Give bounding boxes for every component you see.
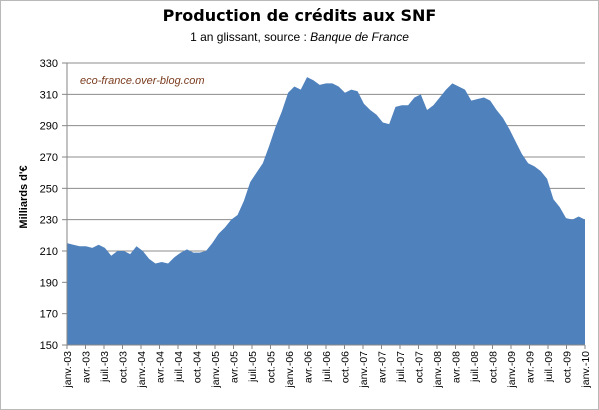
x-tick-label: janv.-10 — [580, 351, 592, 389]
x-tick-label: janv.-05 — [210, 351, 222, 389]
y-tick-label: 150 — [40, 340, 58, 352]
x-tick-label: juil.-06 — [321, 351, 333, 383]
x-tick-label: juil.-04 — [173, 351, 185, 383]
x-tick-label: oct.-08 — [488, 351, 500, 383]
x-tick-label: janv.-08 — [432, 351, 444, 389]
x-tick-label: janv.-06 — [284, 351, 296, 389]
y-tick-labels: 150 170 190 210 230 250 270 290 310 330 — [40, 58, 58, 352]
y-axis-label: Milliards d'€ — [18, 165, 30, 228]
y-tick-label: 330 — [40, 58, 58, 70]
x-tick-labels: janv.-03 avr.-03 juil.-03 oct.-03 janv.-04 av… — [62, 351, 592, 389]
x-tick-label: oct.-06 — [340, 351, 352, 383]
subtitle-source: Banque de France — [310, 30, 409, 44]
x-tick-label: avr.-05 — [229, 351, 241, 383]
axes — [62, 62, 586, 349]
chart-title: Production de crédits aux SNF — [162, 6, 437, 25]
x-tick-label: juil.-07 — [395, 351, 407, 383]
y-tick-label: 230 — [40, 215, 58, 227]
x-tick-label: janv.-07 — [358, 351, 370, 389]
chart-subtitle: 1 an glissant, source : Banque de France — [0, 30, 599, 44]
x-tick-label: juil.-09 — [543, 351, 555, 383]
x-tick-label: avr.-04 — [155, 351, 167, 383]
x-tick-label: janv.-04 — [136, 351, 148, 389]
x-tick-label: avr.-03 — [81, 351, 93, 383]
x-tick-label: avr.-09 — [525, 351, 537, 383]
x-tick-label: oct.-04 — [192, 351, 204, 383]
x-tick-label: oct.-09 — [562, 351, 574, 383]
series-area — [67, 77, 585, 345]
x-tick-label: juil.-03 — [99, 351, 111, 383]
y-tick-label: 210 — [40, 246, 58, 258]
subtitle-prefix: 1 an glissant, source : — [190, 30, 311, 44]
x-tick-label: oct.-03 — [118, 351, 130, 383]
x-tick-label: juil.-08 — [469, 351, 481, 383]
x-tick-label: avr.-08 — [451, 351, 463, 383]
x-tick-label: avr.-06 — [303, 351, 315, 383]
x-tick-label: avr.-07 — [377, 351, 389, 383]
watermark-text: eco-france.over-blog.com — [80, 75, 205, 87]
y-tick-label: 190 — [40, 277, 58, 289]
y-tick-label: 270 — [40, 152, 58, 164]
y-tick-label: 290 — [40, 121, 58, 133]
x-tick-label: oct.-05 — [266, 351, 278, 383]
y-tick-label: 170 — [40, 309, 58, 321]
y-tick-label: 310 — [40, 89, 58, 101]
x-tick-label: oct.-07 — [414, 351, 426, 383]
x-tick-label: janv.-03 — [62, 351, 74, 389]
x-tick-label: janv.-09 — [506, 351, 518, 389]
x-tick-label: juil.-05 — [247, 351, 259, 383]
y-tick-label: 250 — [40, 183, 58, 195]
